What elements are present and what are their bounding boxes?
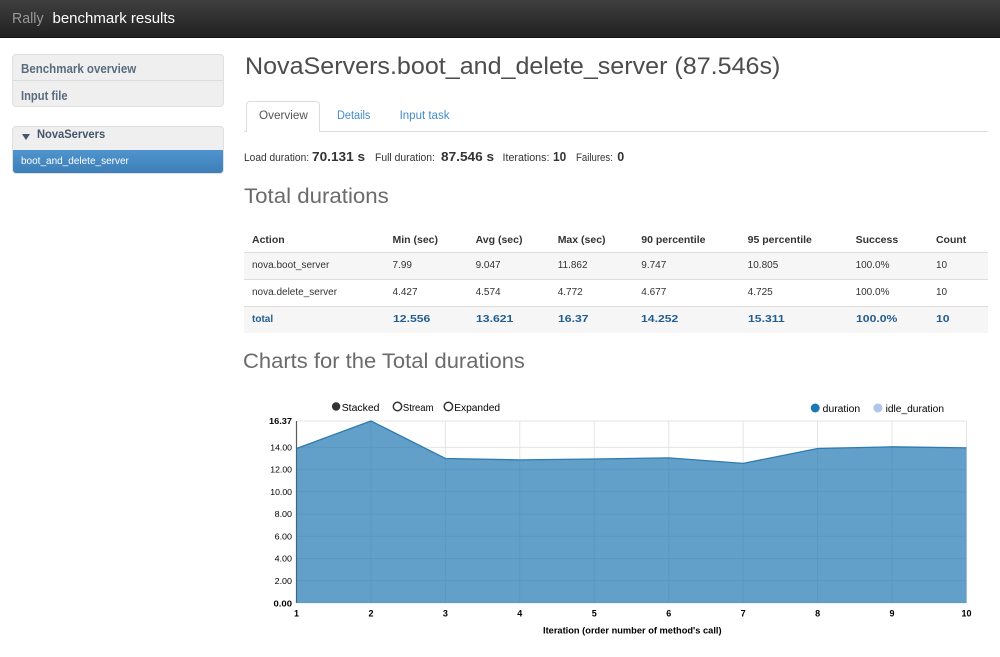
svg-text:1: 1 xyxy=(294,609,299,619)
svg-text:idle_duration: idle_duration xyxy=(886,404,944,415)
svg-text:8: 8 xyxy=(815,609,820,619)
svg-text:Stream: Stream xyxy=(403,402,434,414)
svg-text:0.00: 0.00 xyxy=(274,599,293,608)
svg-text:duration: duration xyxy=(823,404,860,415)
svg-text:6.00: 6.00 xyxy=(275,532,293,541)
svg-text:12.00: 12.00 xyxy=(270,466,292,475)
svg-text:5: 5 xyxy=(592,609,597,619)
svg-text:Iteration (order number of met: Iteration (order number of method's call… xyxy=(543,625,722,635)
svg-text:6: 6 xyxy=(666,609,671,619)
svg-text:16.37: 16.37 xyxy=(269,417,293,426)
svg-text:10: 10 xyxy=(961,609,971,619)
svg-text:4: 4 xyxy=(517,609,522,619)
svg-text:Stacked: Stacked xyxy=(342,402,380,414)
svg-text:3: 3 xyxy=(443,609,448,619)
svg-text:2: 2 xyxy=(368,609,373,619)
svg-text:10.00: 10.00 xyxy=(270,488,292,497)
svg-text:Expanded: Expanded xyxy=(454,402,500,414)
svg-text:2.00: 2.00 xyxy=(275,577,293,586)
svg-text:4.00: 4.00 xyxy=(275,555,293,564)
svg-text:7: 7 xyxy=(741,609,746,619)
svg-text:8.00: 8.00 xyxy=(275,510,293,519)
svg-text:9: 9 xyxy=(889,609,894,619)
svg-text:14.00: 14.00 xyxy=(270,443,292,452)
